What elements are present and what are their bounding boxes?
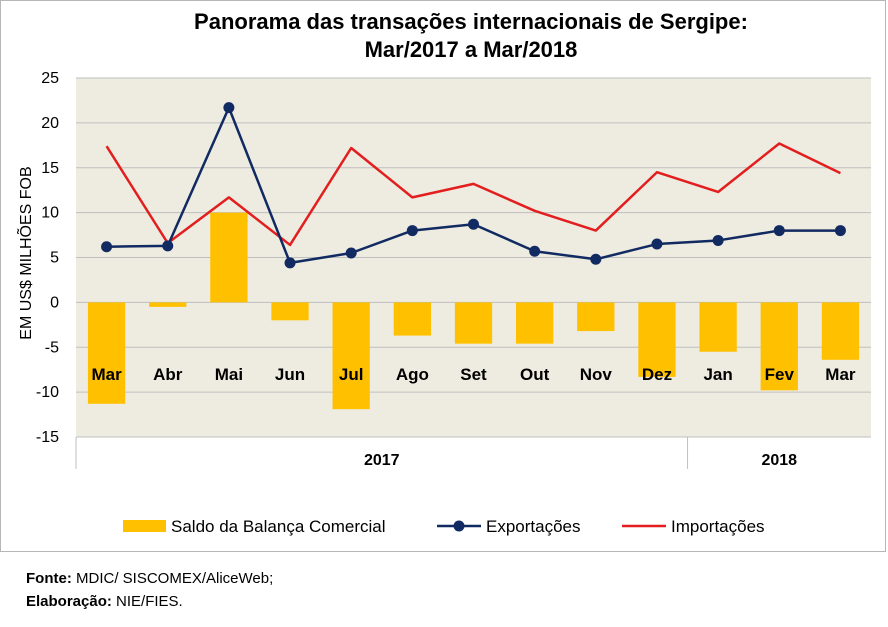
data-point — [651, 238, 663, 250]
legend-swatch-saldo — [123, 520, 166, 532]
x-category-label: Abr — [153, 365, 183, 384]
legend-label-exportacoes: Exportações — [486, 517, 581, 536]
x-category-labels: Mar Abr Mai Jun Jul Ago Set Out Nov Dez Jan Fev Mar — [91, 365, 855, 384]
y-tick-label: 0 — [50, 294, 59, 311]
x-category-label: Mar — [91, 365, 122, 384]
x-axis-year-groups: 2017 2018 — [75, 436, 871, 469]
x-category-label: Mar — [825, 365, 856, 384]
data-point — [223, 102, 235, 114]
data-point — [712, 234, 724, 246]
bar — [87, 302, 126, 404]
y-tick-label: 20 — [41, 115, 59, 132]
footnotes: Fonte: MDIC/ SISCOMEX/AliceWeb; Elaboraç… — [26, 567, 273, 613]
data-point — [590, 253, 602, 265]
source-text: MDIC/ SISCOMEX/AliceWeb; — [71, 570, 274, 587]
data-point — [101, 241, 113, 253]
bar — [760, 302, 798, 391]
x-year-label: 2017 — [364, 452, 400, 469]
bar — [821, 302, 860, 360]
x-category-label: Jun — [275, 365, 305, 384]
line-series-exportacoes — [101, 102, 846, 269]
x-category-label: Nov — [580, 365, 613, 384]
bar — [271, 302, 309, 321]
x-year-label: 2018 — [761, 452, 797, 469]
line-series-importacoes — [105, 142, 841, 247]
data-point — [284, 257, 296, 269]
y-tick-label: 5 — [50, 250, 59, 267]
x-category-label: Mai — [215, 365, 243, 384]
bar — [393, 302, 431, 336]
legend-label-saldo: Saldo da Balança Comercial — [171, 517, 386, 536]
bar — [577, 302, 615, 332]
legend-swatch-exportacoes-marker — [453, 520, 465, 532]
bar — [699, 302, 737, 352]
chart-frame: Panorama das transações internacionais d… — [0, 0, 886, 552]
bar — [149, 302, 187, 307]
y-tick-label: 15 — [41, 160, 59, 177]
x-category-label: Dez — [642, 365, 672, 384]
y-tick-label: 25 — [41, 70, 59, 87]
legend: Saldo da Balança Comercial Exportações I… — [123, 517, 765, 536]
bar — [332, 302, 370, 410]
source-note: Fonte: MDIC/ SISCOMEX/AliceWeb; — [26, 567, 273, 590]
data-point — [345, 247, 357, 259]
data-point — [162, 240, 174, 252]
y-tick-label: -10 — [36, 384, 59, 401]
series-line — [105, 142, 841, 247]
x-category-label: Ago — [396, 365, 429, 384]
bar — [638, 302, 676, 377]
combo-chart: Panorama das transações internacionais d… — [15, 9, 871, 536]
x-category-label: Jul — [339, 365, 364, 384]
x-category-label: Jan — [703, 365, 732, 384]
data-point — [834, 225, 846, 237]
bar-series-saldo — [87, 212, 860, 410]
x-category-label: Fev — [765, 365, 795, 384]
credit-text: NIE/FIES. — [111, 593, 183, 610]
bar — [516, 302, 554, 344]
chart-title-line-2: Mar/2017 a Mar/2018 — [365, 37, 578, 62]
source-label: Fonte: — [26, 570, 72, 587]
y-axis-label: EM US$ MILHÕES FOB — [15, 166, 35, 339]
data-point — [773, 225, 785, 237]
chart-title-line-1: Panorama das transações internacionais d… — [194, 9, 748, 34]
y-axis-ticks: -15 -10 -5 0 5 10 15 20 25 — [36, 70, 59, 446]
bar — [210, 212, 248, 303]
y-tick-label: -5 — [45, 339, 59, 356]
y-tick-label: -15 — [36, 429, 59, 446]
data-point — [468, 218, 479, 230]
legend-label-importacoes: Importações — [671, 517, 765, 536]
x-category-label: Set — [460, 365, 487, 384]
data-point — [529, 245, 541, 257]
x-category-label: Out — [520, 365, 550, 384]
y-tick-label: 10 — [41, 205, 59, 222]
bar — [454, 302, 493, 344]
credit-label: Elaboração: — [26, 593, 112, 610]
data-point — [406, 225, 418, 237]
credit-note: Elaboração: NIE/FIES. — [26, 590, 273, 613]
